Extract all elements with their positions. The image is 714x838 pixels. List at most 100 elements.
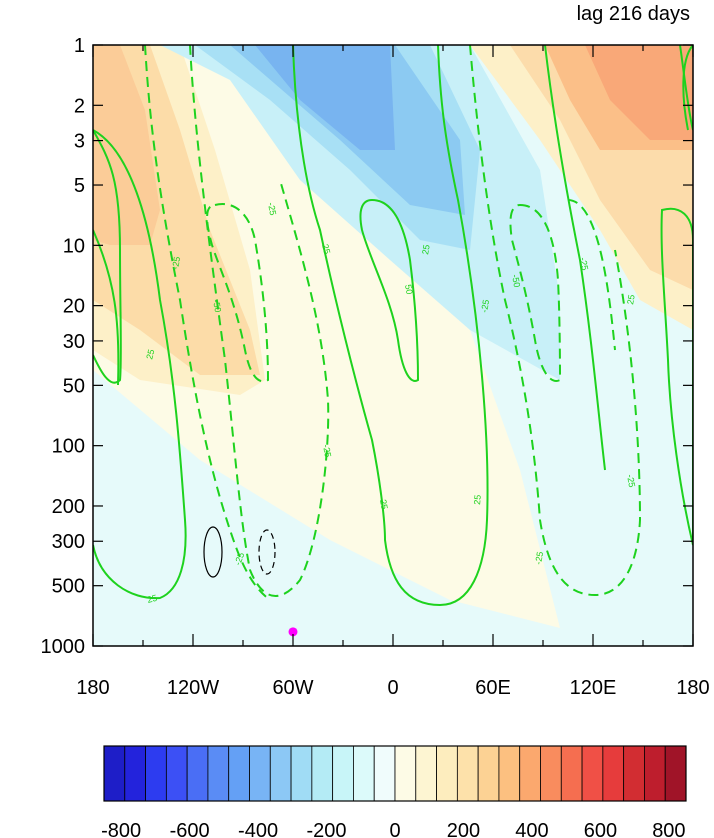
y-tick-label: 20: [63, 296, 85, 318]
clabel-pos-25-e: 25: [472, 494, 483, 505]
y-tick-label: 300: [52, 531, 85, 553]
chart-title: lag 216 days: [577, 3, 690, 25]
colorbar-swatch: [373, 745, 396, 802]
y-axis: 1 2 3 5 10 20 30 50 100 200 300 500 1000: [41, 35, 693, 658]
clabel-neg-25-e: -25: [533, 551, 545, 566]
black-contour-dashed: [258, 529, 276, 575]
clabel-neg-25-c: -25: [321, 444, 333, 459]
colorbar-swatch: [436, 745, 458, 802]
colorbar-swatch: [602, 745, 625, 802]
clabel-neg-25-a: -25: [170, 256, 182, 271]
contour-pos-4b: [682, 45, 693, 131]
clabel-pos-50: 50: [403, 284, 415, 296]
contour-neg-50-left: [206, 203, 270, 383]
plot-area: -25 -50 -25 25 25 -25 25 50 25 -25 25 -5…: [93, 45, 693, 646]
colorbar-swatch: [311, 745, 334, 802]
clabel-neg-25-d: -25: [479, 299, 491, 314]
contour-pos-50: [359, 198, 420, 382]
clabel-pos-25-b: 25: [320, 243, 332, 255]
clabel-pos-25-a: 25: [144, 348, 156, 360]
x-tick-label: 60W: [272, 677, 313, 699]
y-tick-label: 2: [74, 95, 85, 117]
colorbar-swatch: [165, 745, 188, 802]
colorbar-frame: [103, 745, 687, 802]
colorbar-label: -400: [238, 820, 278, 838]
black-contour-solid: [203, 526, 223, 578]
clabel-neg-25-f: -25: [578, 257, 590, 272]
contour-pos-3: [544, 45, 606, 471]
colorbar-swatch: [581, 745, 604, 802]
black-contours: [203, 526, 276, 578]
y-tick-label: 100: [52, 436, 85, 458]
x-tick-label: 120E: [570, 677, 617, 699]
colorbar-swatch: [269, 745, 292, 802]
colorbar-label: 400: [515, 820, 548, 838]
colorbar: -800 -600 -400 -200 0 200 400 600 800: [101, 745, 687, 838]
x-tick-label: 120W: [167, 677, 219, 699]
colorbar-swatch: [332, 745, 354, 802]
shade-warm-left-deep: [93, 45, 160, 245]
y-tick-label: 10: [63, 235, 85, 257]
colorbar-swatch: [540, 745, 562, 802]
y-tick-label: 200: [52, 496, 85, 518]
colorbar-swatch: [249, 745, 271, 802]
colorbar-swatch: [644, 745, 666, 802]
colorbar-swatch: [394, 745, 417, 802]
colorbar-swatch: [145, 745, 167, 802]
colorbar-swatch: [207, 745, 230, 802]
colorbar-swatch: [456, 745, 479, 802]
colorbar-swatch: [186, 745, 209, 802]
shade-cool-center-4: [255, 45, 395, 150]
colorbar-swatch: [124, 745, 146, 802]
clabel-neg-25-h: -25: [232, 551, 246, 567]
y-tick-label: 5: [74, 175, 85, 197]
y-tick-label: 30: [63, 331, 85, 353]
colorbar-swatch: [353, 745, 375, 802]
x-tick-label: 180: [676, 677, 709, 699]
y-tick-label: 1000: [41, 636, 86, 658]
colorbar-label: -800: [101, 820, 141, 838]
y-tick-label: 3: [74, 131, 85, 153]
contour-pos-4: [660, 45, 693, 546]
colorbar-swatch: [498, 745, 521, 802]
contour-labels: -25 -50 -25 25 25 -25 25 50 25 -25 25 -5…: [144, 202, 637, 605]
x-tick-label: 60E: [475, 677, 511, 699]
y-tick-label: 1: [74, 35, 85, 57]
clabel-pos-25-f: 25: [625, 294, 637, 306]
contour-pos-left-edge: [93, 129, 122, 384]
y-tick-label: 500: [52, 576, 85, 598]
clabel-pos-25-d: 25: [420, 244, 432, 256]
y-tick-label: 50: [63, 375, 85, 397]
colorbar-swatch: [228, 745, 250, 802]
contours: [93, 45, 693, 607]
contour-pos-1: [93, 129, 187, 600]
colorbar-swatch: [103, 745, 126, 802]
colorbar-swatch: [519, 745, 541, 802]
clabel-neg-50-a: -50: [211, 299, 223, 314]
clabel-neg-25-b: -25: [266, 202, 278, 217]
contour-pos-2: [292, 45, 489, 607]
location-marker: [288, 627, 298, 637]
clabel-neg-25-g: -25: [625, 474, 637, 489]
colorbar-label: 200: [447, 820, 480, 838]
contour-neg-4: [567, 199, 616, 351]
x-axis: 180 120W 60W 0 60E 120E 180: [76, 45, 710, 699]
clabel-pos-25-g: 25: [146, 593, 158, 605]
colorbar-swatch: [560, 745, 583, 802]
colorbar-swatch: [415, 745, 437, 802]
colorbar-swatch: [290, 745, 313, 802]
contour-pos-left-edge-b: [93, 229, 120, 386]
shade-cool-lower: [93, 370, 693, 646]
contour-neg-50-right: [509, 203, 562, 382]
colorbar-label: -600: [170, 820, 210, 838]
colorbar-label: 0: [389, 820, 400, 838]
colorbar-label: 800: [652, 820, 685, 838]
contour-neg-3: [469, 45, 642, 597]
colorbar-swatch: [664, 745, 687, 802]
shaded-anomaly-field: [93, 45, 693, 646]
shade-warm-right-4: [585, 45, 693, 140]
x-tick-label: 0: [387, 677, 398, 699]
contour-neg-1: [144, 45, 271, 601]
clabel-neg-50-b: -50: [510, 274, 522, 289]
